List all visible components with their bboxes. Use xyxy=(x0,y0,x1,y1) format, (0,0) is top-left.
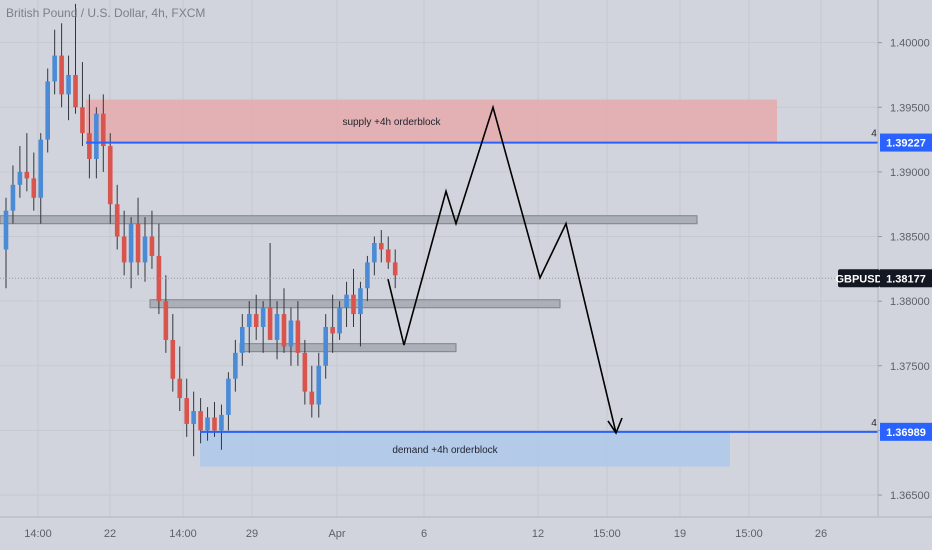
candle-body[interactable] xyxy=(101,113,106,147)
candle-body[interactable] xyxy=(240,327,245,353)
candle-body[interactable] xyxy=(198,411,203,431)
candle-body[interactable] xyxy=(246,314,252,328)
annotations: 1.39227 4 1.36989 4 GBPUSD 1.38177 xyxy=(387,104,932,441)
candle-body[interactable] xyxy=(260,307,266,328)
candle-body[interactable] xyxy=(295,320,301,353)
x-tick-label: 6 xyxy=(421,528,427,540)
supply-zone[interactable] xyxy=(86,99,777,143)
projection-path xyxy=(387,104,617,434)
candle-body[interactable] xyxy=(163,301,169,340)
candle-body[interactable] xyxy=(87,133,92,159)
chart-title: British Pound / U.S. Dollar, 4h, FXCM xyxy=(6,6,205,20)
candle-body[interactable] xyxy=(149,236,155,256)
x-tick-label: 26 xyxy=(815,528,827,540)
supply-zone-label: supply +4h orderblock xyxy=(342,117,441,128)
candle-body[interactable] xyxy=(17,171,23,185)
price-badge xyxy=(880,133,932,152)
candle-body[interactable] xyxy=(66,74,71,95)
candle-body[interactable] xyxy=(309,391,315,405)
candle-body[interactable] xyxy=(253,314,259,328)
candle-body[interactable] xyxy=(121,236,127,263)
candle-body[interactable] xyxy=(267,307,273,340)
candle-body[interactable] xyxy=(3,210,9,250)
candle-body[interactable] xyxy=(233,352,238,379)
level-count-label: 4 xyxy=(871,129,877,140)
demand-zone-label: demand +4h orderblock xyxy=(392,445,498,456)
price-badge-text: 1.38177 xyxy=(886,273,926,285)
x-tick-label: 12 xyxy=(532,528,544,540)
candle-body[interactable] xyxy=(274,314,280,340)
candle-body[interactable] xyxy=(219,414,224,431)
candle-body[interactable] xyxy=(24,171,30,179)
candle-body[interactable] xyxy=(170,339,176,379)
x-tick-label: 15:00 xyxy=(735,528,763,540)
candle-body[interactable] xyxy=(351,294,356,315)
x-tick-label: 22 xyxy=(104,528,116,540)
price-badge xyxy=(880,422,932,441)
candle-body[interactable] xyxy=(226,378,231,415)
candle-body[interactable] xyxy=(184,398,189,424)
candle-body[interactable] xyxy=(73,74,78,108)
y-tick-label: 1.39500 xyxy=(890,102,930,114)
price-badge-text: 1.39227 xyxy=(886,138,926,150)
symbol-badge xyxy=(838,269,880,288)
x-tick-label: 14:00 xyxy=(24,528,52,540)
x-tick-label: Apr xyxy=(328,528,345,540)
candle-body[interactable] xyxy=(379,242,384,250)
y-tick-label: 1.38500 xyxy=(890,232,930,244)
projection-arrowhead xyxy=(607,417,623,435)
candle-body[interactable] xyxy=(337,307,342,334)
candle-body[interactable] xyxy=(107,146,113,205)
x-tick-label: 14:00 xyxy=(169,528,197,540)
candle-body[interactable] xyxy=(392,262,398,276)
candle-body[interactable] xyxy=(135,223,141,263)
y-tick-label: 1.40000 xyxy=(890,38,930,50)
gray-level-zone[interactable] xyxy=(0,215,698,225)
candle-body[interactable] xyxy=(31,178,37,198)
x-tick-label: 19 xyxy=(674,528,686,540)
x-tick-label: 29 xyxy=(246,528,258,540)
y-tick-label: 1.39000 xyxy=(890,167,930,179)
plot-area[interactable]: supply +4h orderblock demand +4h orderblo… xyxy=(0,0,878,517)
x-axis[interactable]: 14:00 22 14:00 29 Apr 6 12 15:00 19 15:00 26 xyxy=(24,528,827,540)
gray-level-zone[interactable] xyxy=(239,343,457,353)
price-badge xyxy=(880,269,932,288)
candle-body[interactable] xyxy=(205,417,210,431)
candle-body[interactable] xyxy=(80,107,85,134)
candle-body[interactable] xyxy=(59,55,64,95)
symbol-badge-text: GBPUSD xyxy=(835,273,882,285)
x-tick-label: 15:00 xyxy=(593,528,621,540)
candle-body[interactable] xyxy=(372,242,377,263)
candle-body[interactable] xyxy=(177,378,183,399)
candle-body[interactable] xyxy=(385,249,391,263)
candle-body[interactable] xyxy=(45,81,50,140)
candle-body[interactable] xyxy=(142,236,148,263)
y-tick-label: 1.37500 xyxy=(890,361,930,373)
candle-body[interactable] xyxy=(94,113,99,159)
candle-body[interactable] xyxy=(52,55,57,82)
y-tick-label: 1.36500 xyxy=(890,490,930,502)
candle-body[interactable] xyxy=(10,184,16,211)
candle-body[interactable] xyxy=(128,223,134,263)
candle-body[interactable] xyxy=(316,365,322,405)
candle-body[interactable] xyxy=(288,320,294,347)
demand-zone[interactable] xyxy=(200,431,730,467)
candle-body[interactable] xyxy=(114,204,120,237)
candle-body[interactable] xyxy=(323,327,328,366)
price-badge-text: 1.36989 xyxy=(886,427,926,439)
candle-body[interactable] xyxy=(38,139,44,198)
candle-body[interactable] xyxy=(358,288,363,315)
candle-body[interactable] xyxy=(281,314,287,347)
candle-body[interactable] xyxy=(156,255,162,302)
y-tick-label: 1.38000 xyxy=(890,296,930,308)
level-count-label: 4 xyxy=(871,418,877,429)
candle-body[interactable] xyxy=(212,417,217,431)
candle-body[interactable] xyxy=(191,411,196,424)
candle-body[interactable] xyxy=(330,327,335,334)
candle-body[interactable] xyxy=(344,294,349,308)
candle-body[interactable] xyxy=(365,262,370,289)
candle-body[interactable] xyxy=(302,352,308,392)
